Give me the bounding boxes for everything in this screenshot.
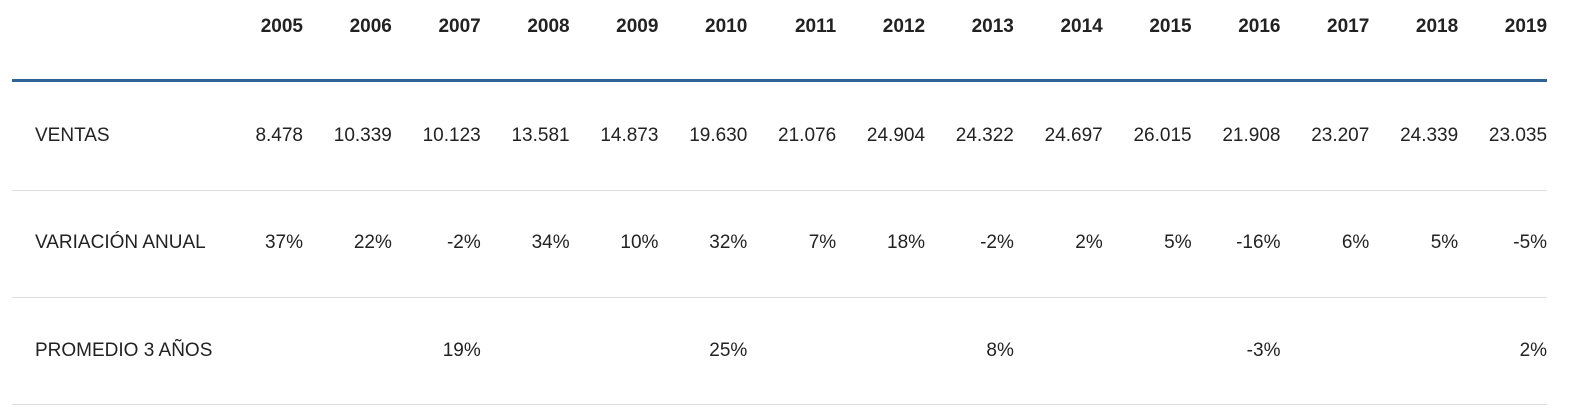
header-rule xyxy=(12,79,1547,82)
table-cell: 5% xyxy=(1164,232,1192,253)
column-header: 2009 xyxy=(616,16,659,37)
column-header: 2007 xyxy=(438,16,481,37)
column-header: 2016 xyxy=(1238,16,1281,37)
table-cell: 21.908 xyxy=(1222,125,1281,146)
table-cell: -3% xyxy=(1246,340,1281,361)
table-cell: 8% xyxy=(986,340,1014,361)
column-header: 2018 xyxy=(1415,16,1459,37)
table-cell: 25% xyxy=(709,340,748,361)
table-cell: 21.076 xyxy=(778,125,837,146)
table-cell: 24.697 xyxy=(1044,125,1103,146)
table-cell: -16% xyxy=(1236,232,1281,253)
column-header: 2008 xyxy=(527,16,570,37)
table-cell: -2% xyxy=(446,232,481,253)
row-label: VARIACIÓN ANUAL xyxy=(35,232,206,253)
row-label: PROMEDIO 3 AÑOS xyxy=(35,340,213,361)
table-cell: 7% xyxy=(808,232,837,253)
table-cell: 18% xyxy=(887,232,926,253)
row-divider xyxy=(12,297,1547,298)
table-cell: 37% xyxy=(264,232,303,253)
column-header: 2005 xyxy=(260,16,303,37)
table-cell: 8.478 xyxy=(255,125,303,146)
table-cell: 19% xyxy=(442,340,481,361)
table-cell: -2% xyxy=(980,232,1014,253)
table-cell: 24.322 xyxy=(955,125,1014,146)
table-cell: 13.581 xyxy=(511,125,570,146)
table-cell: 23.035 xyxy=(1488,125,1548,146)
column-header: 2010 xyxy=(705,16,748,37)
table-cell: 23.207 xyxy=(1311,125,1370,146)
column-header: 2013 xyxy=(971,16,1014,37)
table-cell: 34% xyxy=(531,232,570,253)
column-header: 2014 xyxy=(1060,16,1103,37)
table-cell: 22% xyxy=(353,232,392,253)
column-header: 2015 xyxy=(1149,16,1192,37)
table-cell: 32% xyxy=(709,232,748,253)
table-cell: 2% xyxy=(1519,340,1548,361)
column-header: 2017 xyxy=(1327,16,1370,37)
table-cell: 26.015 xyxy=(1133,125,1192,146)
column-header: 2006 xyxy=(349,16,392,37)
column-header: 2019 xyxy=(1504,16,1548,37)
table-cell: 24.904 xyxy=(866,125,926,146)
column-header: 2012 xyxy=(882,16,926,37)
table-cell: 6% xyxy=(1341,232,1370,253)
table-cell: 5% xyxy=(1430,232,1459,253)
row-divider xyxy=(12,404,1547,405)
column-header: 2011 xyxy=(794,16,837,37)
table-cell: 10% xyxy=(620,232,659,253)
row-divider xyxy=(12,190,1547,191)
table-cell: 10.123 xyxy=(422,125,481,146)
table-cell: 19.630 xyxy=(689,125,748,146)
table-cell: 14.873 xyxy=(600,125,659,146)
table-cell: 2% xyxy=(1075,232,1103,253)
table-cell: 24.339 xyxy=(1400,125,1459,146)
table-cell: -5% xyxy=(1513,232,1548,253)
row-label: VENTAS xyxy=(35,125,110,146)
table-cell: 10.339 xyxy=(333,125,392,146)
